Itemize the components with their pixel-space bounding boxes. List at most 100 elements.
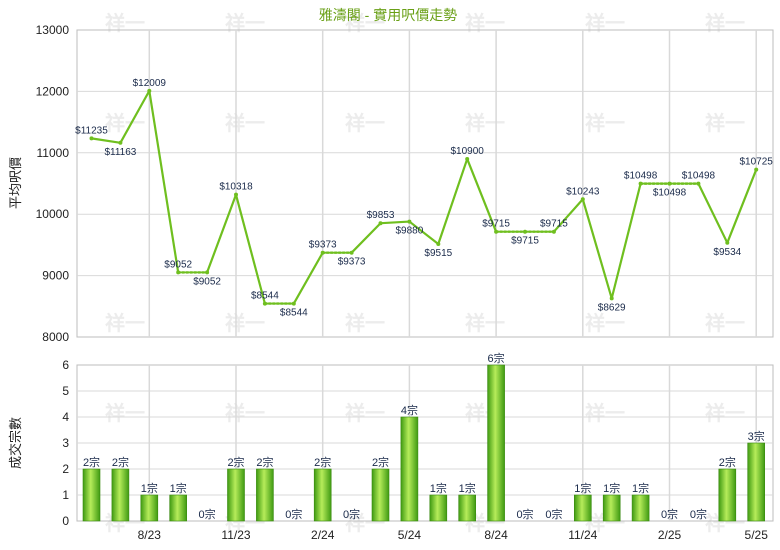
price-line-segment [234,193,266,305]
price-point [754,167,759,172]
price-line-segment [379,220,411,225]
price-line-segment [581,198,613,300]
price-data-label: $10243 [566,186,600,197]
price-point [638,181,643,186]
price-data-label: $9715 [511,236,539,247]
watermark-text: 祥一 [465,111,505,135]
volume-data-label: 1宗 [632,481,649,495]
volume-bar [82,468,101,522]
volume-bar [602,494,621,522]
price-data-label: $10725 [740,157,774,168]
watermark-text: 祥一 [225,401,265,425]
x-tick-label: 2/25 [658,528,682,542]
price-line-segment [292,251,324,305]
price-line-segment [726,168,758,244]
price-point [580,197,585,202]
volume-bar [227,468,245,522]
price-data-label: $8544 [280,308,308,319]
price-point [147,88,152,93]
price-plot-border [76,29,774,338]
price-point [407,219,412,224]
price-point [523,229,527,234]
watermark-text: 祥一 [585,11,625,35]
price-point [667,181,672,186]
price-data-label: $9880 [395,226,423,237]
price-data-label: $8544 [251,291,279,302]
price-data-label: $9052 [193,276,221,287]
volume-data-label: 2宗 [314,455,331,469]
price-data-label: $11163 [104,147,136,158]
watermark-text: 祥一 [585,401,625,425]
price-line-segment [408,220,440,246]
chart-title: 雅濤閣 - 實用呎價走勢 [319,7,457,23]
x-tick-label: 11/23 [221,528,250,542]
volume-tick-label: 5 [62,384,69,398]
volume-data-label: 0宗 [516,507,533,521]
price-line-segment [552,198,584,233]
volume-bar [747,442,766,522]
watermark-text: 祥一 [345,311,385,335]
watermark-text: 祥一 [225,11,265,35]
price-data-label: $10498 [653,188,687,199]
volume-bar [169,494,187,522]
x-tick-label: 8/24 [484,528,508,542]
volume-tick-label: 0 [62,514,69,528]
volume-data-label: 1宗 [459,481,476,495]
price-tick-label: 8000 [42,330,69,344]
volume-bar [573,494,592,522]
volume-data-label: 2宗 [256,455,273,469]
watermark-text: 祥一 [705,311,745,335]
volume-data-label: 1宗 [430,481,447,495]
volume-bar [429,494,448,522]
volume-bar [718,468,737,522]
price-data-label: $9534 [713,247,741,258]
price-data-label: $10498 [624,171,658,182]
volume-tick-label: 6 [62,358,69,372]
x-tick-label: 11/24 [568,528,597,542]
volume-data-label: 0宗 [285,507,302,521]
price-tick-label: 9000 [42,269,69,283]
volume-bar [111,468,130,522]
watermark-text: 祥一 [105,401,145,425]
price-point [320,250,325,255]
price-data-label: $11235 [75,125,108,136]
volume-data-label: 0宗 [545,507,562,521]
watermark-text: 祥一 [465,11,505,35]
price-point [234,192,238,197]
watermark-text: 祥一 [225,311,265,335]
price-data-label: $10318 [219,182,253,193]
volume-data-label: 1宗 [170,481,187,495]
price-point [494,229,499,234]
volume-tick-label: 3 [62,436,69,450]
price-data-label: $9515 [424,248,452,259]
volume-bar [140,494,159,522]
price-point [696,181,701,186]
price-tick-label: 13000 [36,23,70,37]
watermark-text: 祥一 [345,11,385,35]
x-tick-label: 2/24 [311,528,335,542]
price-point [609,296,614,301]
volume-chart-grid: 0 1 2 3 4 5 6 [62,358,774,528]
x-tick-label: 5/25 [745,528,769,542]
volume-bar [313,468,332,522]
price-line-series: $11235$11163$12009$9052$9052$10318$8544$… [75,78,773,319]
price-point [118,140,123,145]
volume-bar [371,468,390,522]
price-line-segment [697,182,729,244]
volume-tick-label: 2 [62,462,69,476]
volume-data-label: 6宗 [488,351,505,365]
price-data-label: $9052 [164,259,192,270]
x-tick-label: 8/23 [138,528,162,542]
volume-data-label: 2宗 [83,455,100,469]
price-line-segment [437,157,469,246]
volume-data-label: 1宗 [574,481,591,495]
volume-data-label: 1宗 [141,481,158,495]
watermark-text: 祥一 [585,111,625,135]
watermark-text: 祥一 [705,11,745,35]
price-point [551,229,556,234]
volume-tick-label: 1 [62,488,69,502]
price-tick-label: 11000 [37,146,70,160]
volume-axis-label: 成交宗數 [8,417,23,469]
